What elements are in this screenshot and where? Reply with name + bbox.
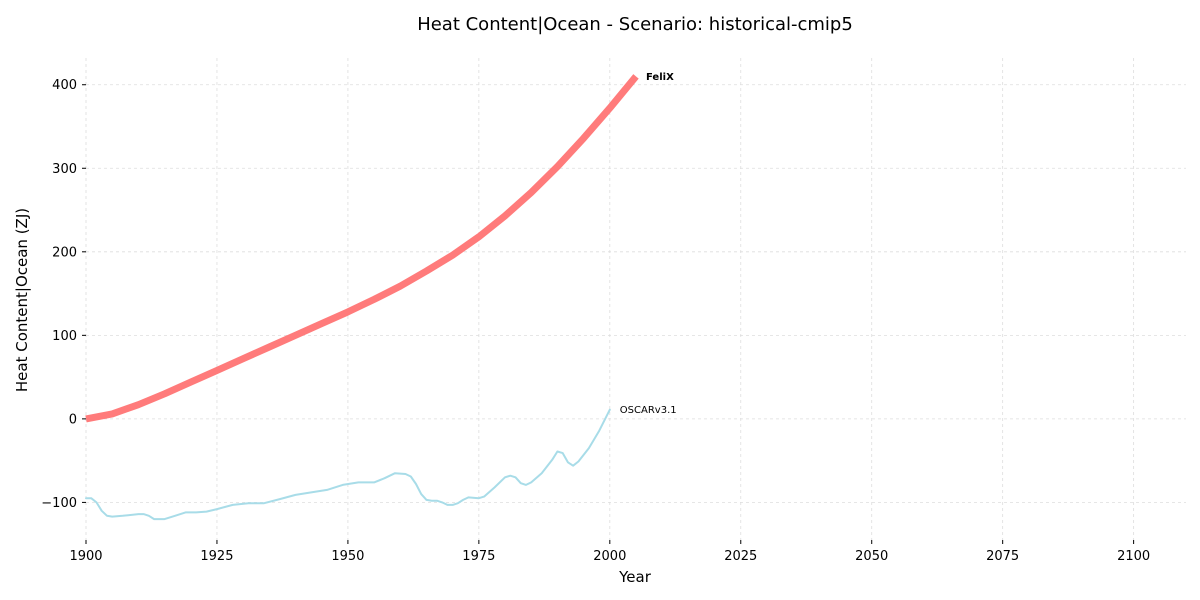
grid <box>85 58 1186 540</box>
series-label-oscarv3-1: OSCARv3.1 <box>620 405 677 416</box>
x-tick-label: 1900 <box>69 549 102 564</box>
y-axis-label: Heat Content|Ocean (ZJ) <box>13 208 31 392</box>
y-tick-label: 400 <box>52 78 77 93</box>
y-tick-label: 300 <box>52 162 77 177</box>
series-label-felix: FeliX <box>646 72 674 83</box>
series-line-oscarv3-1 <box>85 408 611 521</box>
x-tick-label: 2100 <box>1117 549 1150 564</box>
axes: 1900 1925 1950 1975 2000 2025 2050 2075 2100−100… <box>41 78 1150 564</box>
x-tick-label: 2000 <box>593 549 626 564</box>
y-tick-label: 200 <box>52 245 77 260</box>
x-tick-label: 1975 <box>462 549 495 564</box>
chart-title: Heat Content|Ocean - Scenario: historica… <box>417 14 853 35</box>
series-line-felix <box>85 74 639 423</box>
y-tick-label: 100 <box>52 329 77 344</box>
y-tick-label: 0 <box>69 412 77 427</box>
x-tick-label: 1925 <box>200 549 233 564</box>
series-layer <box>85 74 639 521</box>
x-tick-label: 1950 <box>331 549 364 564</box>
x-tick-label: 2025 <box>724 549 757 564</box>
x-tick-label: 2075 <box>986 549 1019 564</box>
y-tick-label: −100 <box>41 496 77 511</box>
x-tick-label: 2050 <box>855 549 888 564</box>
series-labels: OSCARv3.1 FeliX <box>620 72 677 416</box>
x-axis-label: Year <box>618 568 652 586</box>
